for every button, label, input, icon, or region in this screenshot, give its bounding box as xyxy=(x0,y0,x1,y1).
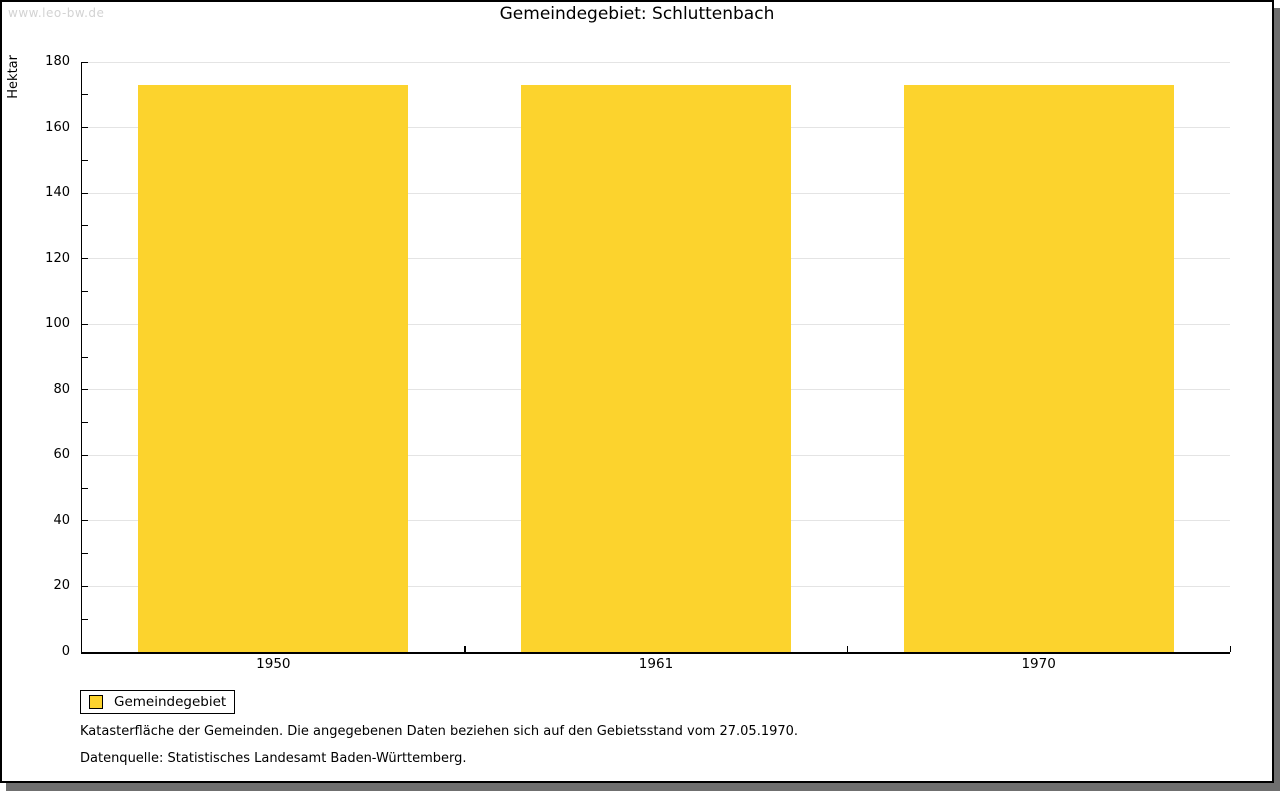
plot-area: 1950 1961 1970 0 20 40 60 80 100 120 140 160 180 xyxy=(2,2,1272,781)
y-tick xyxy=(82,454,88,456)
x-tick-label: 1950 xyxy=(256,656,291,672)
y-tick xyxy=(82,356,88,358)
bar xyxy=(903,84,1174,652)
chart-title: Gemeindegebiet: Schluttenbach xyxy=(499,4,775,24)
y-tick xyxy=(82,159,88,161)
x-tick-label: 1970 xyxy=(1021,656,1056,672)
y-tick xyxy=(82,127,88,129)
x-axis-line xyxy=(80,652,1230,654)
x-divider-tick xyxy=(1229,646,1231,652)
y-tick xyxy=(82,585,88,587)
y-axis-line xyxy=(80,62,82,652)
x-tick-label: 1961 xyxy=(638,656,674,672)
y-tick-label: 120 xyxy=(45,250,70,266)
y-tick-label: 180 xyxy=(45,54,70,69)
footnote-source-note: Katasterfläche der Gemeinden. Die angege… xyxy=(80,724,799,739)
legend-swatch xyxy=(89,695,103,709)
y-tick xyxy=(82,487,88,489)
legend: Gemeindegebiet xyxy=(80,690,235,714)
y-tick xyxy=(82,192,88,194)
y-tick xyxy=(82,258,88,260)
y-tick xyxy=(82,389,88,391)
y-tick xyxy=(82,94,88,96)
y-tick-label: 20 xyxy=(53,578,70,594)
y-tick-label: 40 xyxy=(53,512,70,528)
y-tick-label: 160 xyxy=(45,119,70,135)
y-tick-label: 80 xyxy=(53,381,70,397)
y-tick xyxy=(82,323,88,325)
y-tick xyxy=(82,422,88,424)
y-tick-label: 60 xyxy=(53,447,70,463)
y-tick xyxy=(82,225,88,227)
bar xyxy=(138,84,409,652)
y-tick xyxy=(82,618,88,620)
y-tick xyxy=(82,520,88,522)
gridline xyxy=(82,61,1230,63)
x-divider-tick xyxy=(464,646,466,652)
y-tick-label: 0 xyxy=(61,644,70,659)
y-tick xyxy=(82,61,88,63)
footnote-data-source: Datenquelle: Statistisches Landesamt Bad… xyxy=(80,751,467,766)
y-tick-label: 100 xyxy=(45,316,70,332)
x-divider-tick xyxy=(846,646,849,652)
y-tick xyxy=(82,553,88,555)
legend-label: Gemeindegebiet xyxy=(114,694,227,710)
bar xyxy=(521,84,791,652)
watermark-text: www.leo-bw.de xyxy=(8,6,105,20)
y-tick xyxy=(82,290,88,292)
y-tick-label: 140 xyxy=(45,185,70,201)
